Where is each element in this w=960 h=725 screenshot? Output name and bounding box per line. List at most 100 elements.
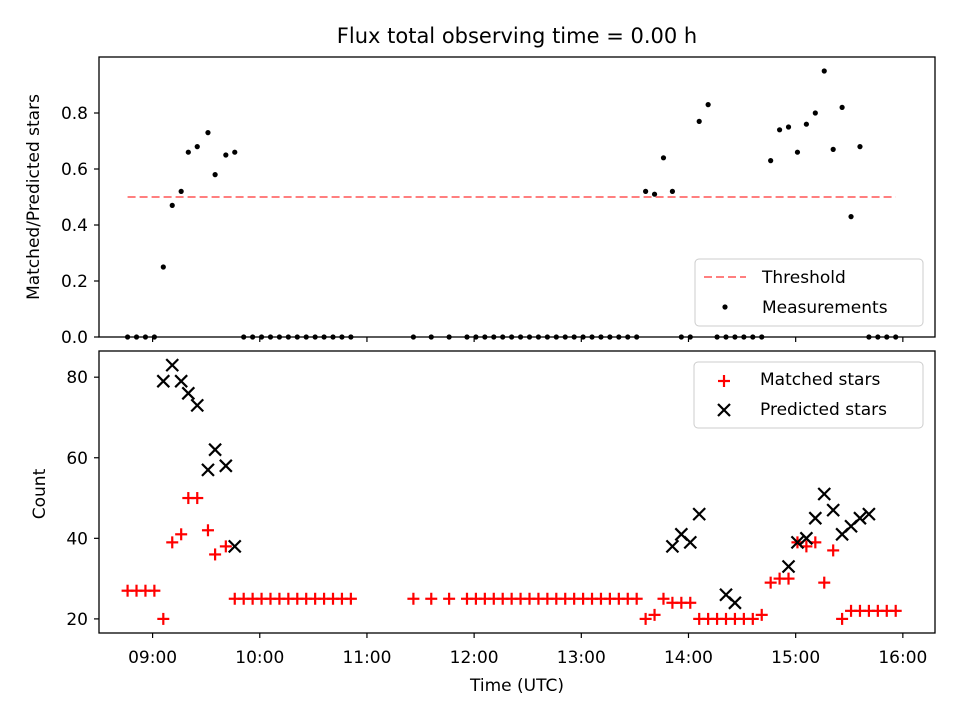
- measurement-point: [669, 188, 676, 194]
- bottom-y-tick-label: 60: [66, 449, 88, 469]
- predicted-star-point: [799, 531, 814, 546]
- predicted-star-point: [826, 503, 840, 517]
- top-legend: Threshold Measurements: [694, 258, 924, 327]
- measurement-point: [212, 172, 218, 178]
- measurement-point: [178, 188, 184, 194]
- measurement-point: [768, 158, 774, 164]
- legend-measurements-label: Measurements: [762, 298, 888, 318]
- top-y-tick-label: 0.8: [61, 104, 88, 124]
- measurement-point: [785, 124, 792, 130]
- bottom-x-ticks: 09:00 10:00 11:00 12:00 13:00 14:00 15:00 16:00: [128, 633, 927, 668]
- predicted-star-point: [208, 442, 222, 457]
- predicted-star-point: [156, 374, 171, 388]
- matched-star-point: [157, 612, 170, 625]
- measurement-point: [776, 127, 783, 133]
- top-y-tick-label: 0.2: [61, 272, 88, 292]
- top-y-axis-label: Matched/Predicted stars: [24, 94, 44, 300]
- bottom-plot-frame: [98, 350, 936, 634]
- legend-matched-swatch: [718, 375, 730, 387]
- matched-star-point: [639, 612, 652, 625]
- bottom-y-tick-label: 40: [66, 529, 88, 549]
- x-tick-label: 15:00: [771, 648, 820, 668]
- x-tick-label: 16:00: [878, 648, 927, 668]
- matched-star-point: [630, 592, 643, 605]
- x-tick-label: 13:00: [557, 648, 606, 668]
- matched-star-point: [443, 592, 456, 605]
- top-legend-box: [694, 258, 924, 327]
- matched-star-point: [425, 592, 438, 605]
- matched-star-point: [648, 608, 661, 621]
- matched-star-point: [755, 608, 768, 621]
- matched-star-point: [344, 592, 357, 605]
- matched-star-point: [148, 584, 161, 597]
- matched-star-point: [746, 612, 759, 625]
- measurement-point: [812, 110, 818, 116]
- measurement-point: [232, 149, 238, 155]
- matched-star-point: [764, 576, 777, 589]
- matched-star-point: [657, 592, 670, 605]
- bottom-y-ticks: 20 40 60 80: [66, 368, 99, 630]
- matched-star-point: [209, 548, 222, 561]
- measurement-point: [223, 152, 229, 158]
- matched-star-point: [836, 612, 849, 625]
- chart-title: Flux total observing time = 0.00 h: [337, 24, 697, 48]
- predicted-star-point: [174, 374, 188, 388]
- top-y-ticks: 0.0 0.2 0.4 0.6 0.8: [61, 104, 99, 348]
- predicted-star-point: [692, 507, 706, 521]
- measurement-point: [185, 149, 191, 155]
- matched-star-point: [166, 536, 179, 549]
- measurement-point: [194, 144, 200, 150]
- measurement-point: [839, 104, 845, 110]
- bottom-panel: 20 40 60 80 09:00 10:00 11:00 12:00 13:00 14:00 1…: [30, 350, 936, 696]
- legend-matched-label: Matched stars: [760, 370, 880, 390]
- legend-predicted-label: Predicted stars: [760, 400, 887, 420]
- matched-star-point: [201, 524, 214, 537]
- predicted-star-point: [665, 539, 680, 554]
- predicted-star-point: [808, 511, 823, 525]
- x-axis-label: Time (UTC): [469, 676, 564, 696]
- bottom-legend-box: [693, 361, 924, 429]
- top-plot-frame: [98, 56, 936, 338]
- predicted-star-point: [181, 386, 196, 401]
- top-panel: 0.00.20.40.60.8 Matched/Predicted stars …: [24, 56, 936, 348]
- top-y-tick-label: 0.0: [61, 328, 88, 348]
- predicted-star-point: [190, 398, 205, 413]
- bottom-legend: Matched stars Predicted stars: [693, 361, 924, 429]
- top-y-tick-label: 0.6: [61, 160, 88, 180]
- predicted-star-point: [165, 358, 180, 372]
- predicted-star-point: [790, 535, 805, 550]
- x-tick-label: 12:00: [450, 648, 499, 668]
- matched-star-point: [827, 544, 840, 557]
- measurement-point: [821, 68, 827, 74]
- predicted-star-point: [728, 596, 742, 610]
- top-x-ticks: [151, 337, 904, 342]
- matched-star-point: [684, 596, 697, 609]
- measurement-point: [696, 118, 702, 124]
- predicted-star-point: [683, 535, 698, 550]
- predicted-star-point: [862, 507, 876, 521]
- matched-star-point: [407, 592, 420, 605]
- measurement-point: [660, 155, 667, 161]
- matched-star-point: [782, 572, 795, 585]
- legend-threshold-label: Threshold: [761, 268, 846, 288]
- measurement-point: [160, 264, 166, 270]
- bottom-y-axis-label: Count: [30, 468, 50, 519]
- predicted-star-point: [219, 459, 233, 473]
- measurement-point: [857, 144, 863, 150]
- matched-star-point: [219, 540, 232, 553]
- matched-star-point: [191, 492, 204, 505]
- bottom-y-tick-label: 20: [66, 610, 88, 630]
- measurement-point: [169, 202, 175, 208]
- x-tick-label: 11:00: [342, 648, 391, 668]
- predicted-star-point: [201, 463, 215, 477]
- legend-predicted-swatch: [717, 403, 731, 417]
- measurement-point: [830, 146, 836, 152]
- measurement-point: [794, 149, 801, 155]
- measurement-point: [803, 121, 809, 127]
- x-tick-label: 14:00: [664, 648, 713, 668]
- measurement-point: [848, 214, 854, 220]
- measurement-point: [643, 188, 649, 194]
- legend-measurements-swatch: [722, 304, 728, 310]
- measurement-point: [205, 130, 211, 136]
